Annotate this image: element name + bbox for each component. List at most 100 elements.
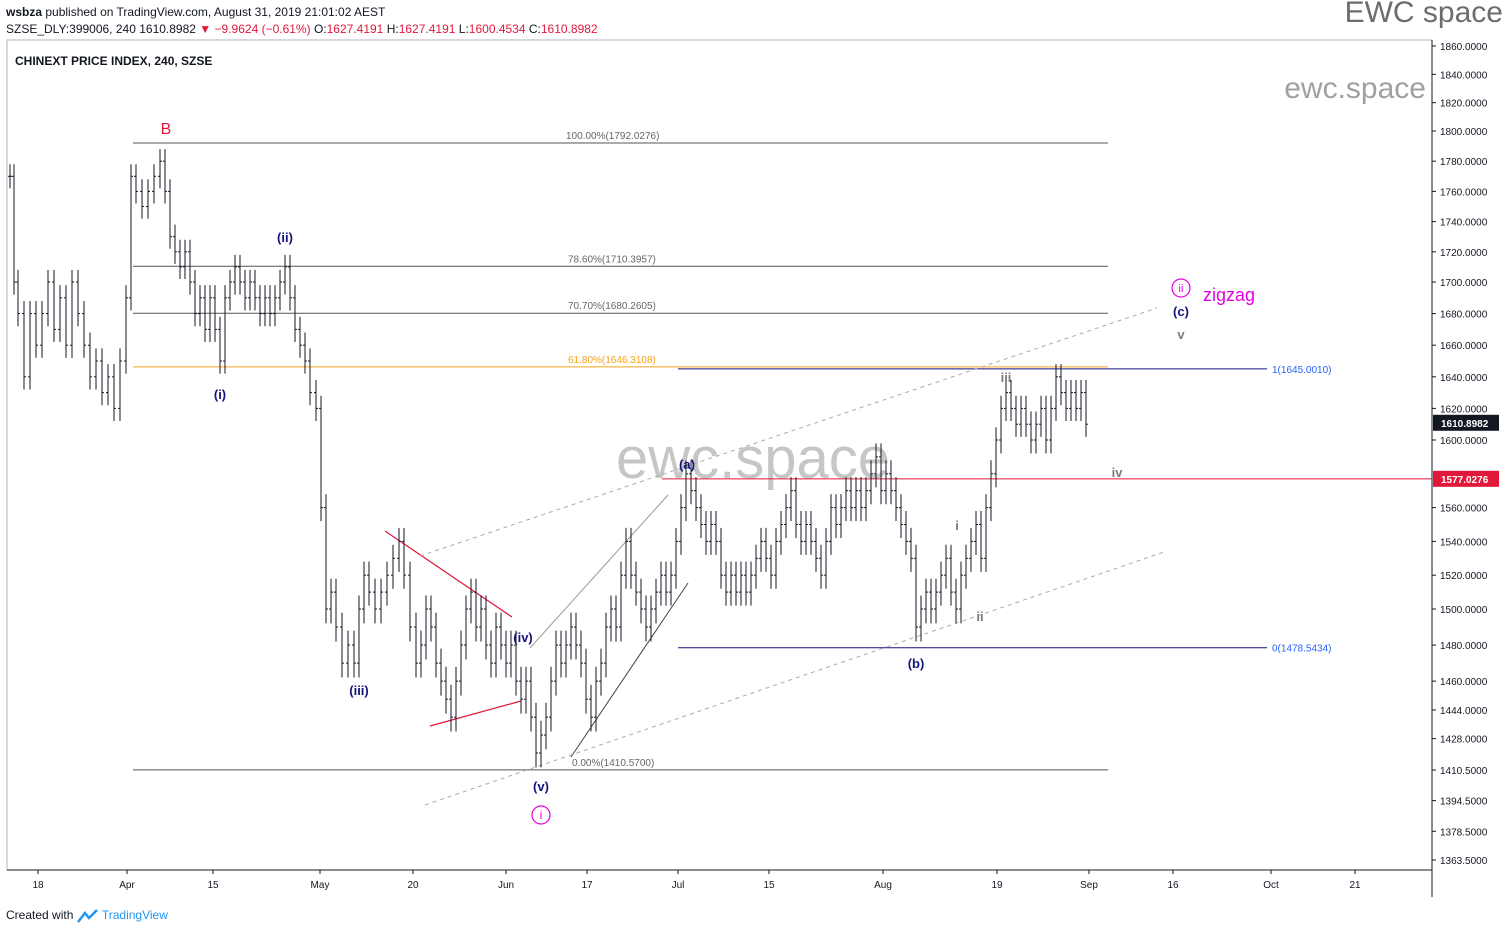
y-tick-label: 1760.0000 [1440,187,1488,198]
y-tick-label: 1560.0000 [1440,504,1488,515]
footer: Created with TradingView [6,908,168,923]
x-tick-label: 15 [763,880,775,891]
wave-label-c-paren: (c) [1173,304,1189,319]
wave-circle-ii [1171,278,1191,298]
publisher-name[interactable]: wsbza [6,5,43,19]
last-price-tag [1433,414,1499,431]
triangle-lower-line [429,700,522,727]
y-tick-label: 1363.5000 [1440,856,1488,867]
wave-label-i-paren: (i) [214,387,226,402]
high-label: H: [386,22,399,36]
x-tick-label: Aug [874,880,892,891]
projection-level-label: 1(1645.0010) [1272,365,1332,376]
price-change: −9.9624 (−0.61%) [214,22,311,36]
corner-watermark: ewc.space [1284,72,1426,105]
y-tick-label: 1640.0000 [1440,373,1488,384]
x-tick-label: Oct [1263,880,1279,891]
y-tick-label: 1600.0000 [1440,436,1488,447]
tradingview-logo-icon [76,908,98,923]
last-price: 1610.8982 [139,22,196,36]
low-label: L: [458,22,469,36]
x-tick-label: Sep [1080,880,1098,891]
wave-label-iii-minor: iii [1001,370,1012,385]
x-tick-label: 19 [991,880,1003,891]
last-price-tag-label: 1610.8982 [1441,419,1489,430]
tradingview-link[interactable]: TradingView [101,908,168,922]
open-value: 1627.4191 [326,22,384,36]
close-label: C: [528,22,541,36]
x-tick-label: 15 [207,880,219,891]
down-triangle-icon: ▼ [199,22,212,36]
publish-header: wsbza published on TradingView.com, Augu… [0,0,1507,40]
x-tick-label: Apr [119,880,135,891]
y-tick-label: 1800.0000 [1440,127,1488,138]
symbol-line: SZSE_DLY:399006, 240 [6,22,136,36]
y-tick-label: 1480.0000 [1440,641,1488,652]
wave-circle-i [531,805,551,825]
wave-label-ii-minor: ii [976,609,983,624]
fib-level-label: 70.70%(1680.2605) [568,301,656,312]
x-tick-label: Jul [672,880,685,891]
support-price-tag-label: 1577.0276 [1441,475,1489,486]
fib-level-label: 61.80%(1646.3108) [568,355,656,366]
y-tick-label: 1860.0000 [1440,42,1488,53]
fib-level-label: 0.00%(1410.5700) [572,758,654,769]
open-label: O: [313,22,327,36]
triangle-upper-line [384,530,513,618]
close-value: 1610.8982 [540,22,598,36]
y-tick-label: 1840.0000 [1440,70,1488,81]
wave-label-iii-paren: (iii) [349,683,369,698]
x-tick-label: Jun [498,880,514,891]
y-tick-label: 1520.0000 [1440,571,1488,582]
wave-label-B: B [161,121,172,138]
y-tick-label: 1820.0000 [1440,99,1488,110]
channel-lower-dashed [424,550,1168,806]
y-tick-label: 1410.5000 [1440,766,1488,777]
projection-level-label: 0(1478.5434) [1272,644,1332,655]
y-tick-label: 1620.0000 [1440,404,1488,415]
y-tick-label: 1394.5000 [1440,797,1488,808]
wave-label-v-minor: v [1177,327,1185,342]
x-tick-label: 21 [1349,880,1361,891]
wave-label-i-circle: i [540,808,543,822]
x-tick-label: 16 [1167,880,1179,891]
published-text: published on TradingView.com, August 31,… [45,5,386,19]
low-value: 1600.4534 [468,22,526,36]
ohlc-line: SZSE_DLY:399006, 240 1610.8982 ▼ −9.9624… [6,22,598,36]
wave-label-iv-minor: iv [1112,465,1124,480]
y-tick-label: 1444.0000 [1440,706,1488,717]
publish-line: wsbza published on TradingView.com, Augu… [6,5,385,19]
y-tick-label: 1660.0000 [1440,341,1488,352]
y-tick-label: 1378.5000 [1440,827,1488,838]
wave-label-ii-paren: (ii) [277,230,293,245]
zigzag-label: zigzag [1203,285,1255,305]
y-tick-label: 1680.0000 [1440,310,1488,321]
wave-label-v-paren: (v) [533,779,549,794]
fib-level-label: 100.00%(1792.0276) [566,131,659,142]
support-price-tag [1433,470,1499,487]
y-tick-label: 1740.0000 [1440,218,1488,229]
x-tick-label: May [311,880,330,891]
x-tick-label: 20 [407,880,419,891]
wave-label-iv-paren: (iv) [513,630,533,645]
y-tick-label: 1720.0000 [1440,248,1488,259]
fib-level-label: 78.60%(1710.3957) [568,254,656,265]
wave-label-ii-circle: ii [1179,283,1184,295]
brand-watermark: EWC space [1344,0,1503,29]
plot-area[interactable] [6,39,1433,871]
channel-upper-solid [529,494,669,649]
center-watermark: ewc.space [616,426,890,491]
x-tick-label: 17 [581,880,593,891]
y-tick-label: 1428.0000 [1440,735,1488,746]
high-value: 1627.4191 [398,22,456,36]
x-tick-label: 18 [32,880,44,891]
y-tick-label: 1460.0000 [1440,677,1488,688]
wave-label-b-paren: (b) [908,656,925,671]
chart-title: CHINEXT PRICE INDEX, 240, SZSE [15,54,212,68]
created-with-text: Created with [6,908,74,922]
y-tick-label: 1500.0000 [1440,605,1488,616]
wave-label-a-paren: (a) [679,457,695,472]
y-tick-label: 1540.0000 [1440,537,1488,548]
y-tick-label: 1700.0000 [1440,278,1488,289]
